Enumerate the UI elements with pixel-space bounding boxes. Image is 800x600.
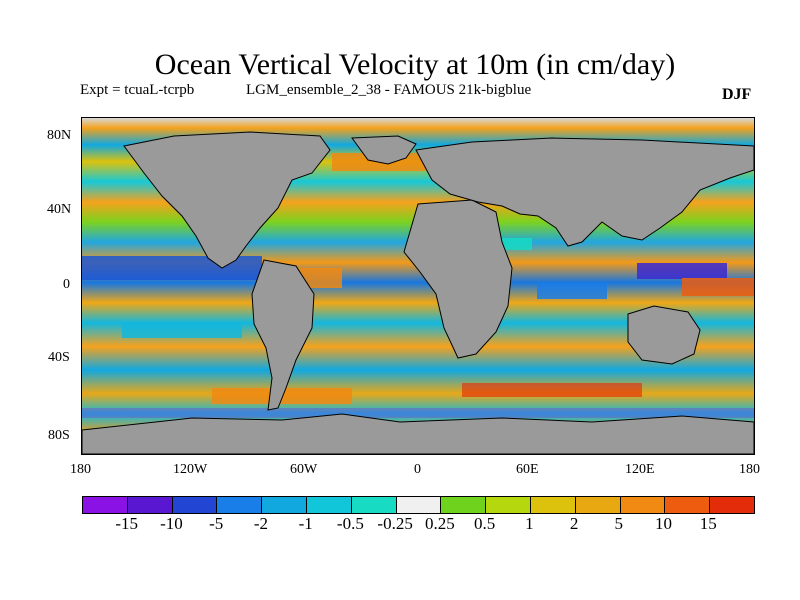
colorbar-segment-10 bbox=[530, 497, 576, 513]
lon-tick-180e: 180 bbox=[739, 462, 760, 477]
colorbar-label-9: 1 bbox=[525, 514, 534, 533]
colorbar-segment-14 bbox=[710, 497, 754, 513]
colorbar-label-11: 5 bbox=[614, 514, 624, 533]
colorbar-label-2: -5 bbox=[209, 514, 224, 533]
colorbar-segment-0 bbox=[83, 497, 128, 513]
colorbar-label-12: 10 bbox=[655, 514, 673, 533]
lat-tick-40n: 40N bbox=[47, 202, 72, 217]
lon-tick-60w: 60W bbox=[290, 462, 318, 477]
lat-tick-80s: 80S bbox=[48, 428, 70, 443]
colorbar-segment-2 bbox=[172, 497, 218, 513]
colorbar-label-5: -0.5 bbox=[336, 514, 364, 533]
antarctica bbox=[82, 413, 754, 454]
lat-tick-0: 0 bbox=[63, 277, 70, 292]
colorbar-label-1: -10 bbox=[160, 514, 183, 533]
ensemble-label: LGM_ensemble_2_38 - FAMOUS 21k-bigblue bbox=[246, 82, 532, 98]
lat-tick-80n: 80N bbox=[47, 128, 72, 143]
greenland bbox=[351, 135, 417, 165]
colorbar-label-7: 0.25 bbox=[424, 514, 455, 533]
lon-tick-0: 0 bbox=[414, 462, 421, 477]
colorbar-segment-3 bbox=[217, 497, 263, 513]
africa bbox=[403, 199, 513, 359]
colorbar bbox=[82, 496, 755, 514]
experiment-label: Expt = tcuaL-tcrpb bbox=[80, 82, 195, 98]
colorbar-label-13: 15 bbox=[699, 514, 717, 533]
colorbar-segment-6 bbox=[351, 497, 397, 513]
lon-tick-60e: 60E bbox=[516, 462, 539, 477]
ocean-velocity-map bbox=[81, 117, 755, 455]
colorbar-segment-7 bbox=[396, 497, 442, 513]
colorbar-segment-1 bbox=[127, 497, 173, 513]
colorbar-segment-12 bbox=[620, 497, 666, 513]
colorbar-label-8: 0.5 bbox=[473, 514, 496, 533]
lon-tick-120w: 120W bbox=[173, 462, 208, 477]
lon-tick-120e: 120E bbox=[625, 462, 655, 477]
colorbar-label-6: -0.25 bbox=[377, 514, 413, 533]
colorbar-label-10: 2 bbox=[569, 514, 579, 533]
lat-tick-40s: 40S bbox=[48, 350, 70, 365]
colorbar-segment-13 bbox=[665, 497, 711, 513]
colorbar-label-3: -2 bbox=[253, 514, 269, 533]
colorbar-segment-9 bbox=[486, 497, 531, 513]
season-label: DJF bbox=[722, 86, 752, 103]
colorbar-segment-8 bbox=[441, 497, 487, 513]
map-canvas bbox=[82, 118, 754, 454]
south-america bbox=[251, 259, 315, 411]
plot-title: Ocean Vertical Velocity at 10m (in cm/da… bbox=[154, 48, 676, 81]
colorbar-segment-4 bbox=[262, 497, 307, 513]
colorbar-segment-5 bbox=[306, 497, 352, 513]
colorbar-label-0: -15 bbox=[115, 514, 139, 533]
australia bbox=[627, 305, 701, 365]
lon-tick-180w: 180 bbox=[70, 462, 91, 477]
colorbar-segment-11 bbox=[575, 497, 621, 513]
north-america bbox=[123, 131, 331, 269]
colorbar-label-4: -1 bbox=[298, 514, 313, 533]
eurasia bbox=[415, 137, 754, 247]
